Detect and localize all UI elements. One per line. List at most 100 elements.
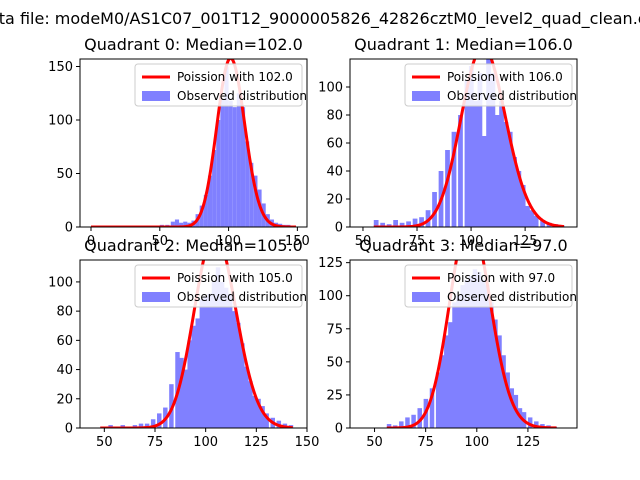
histogram-bar <box>486 59 491 227</box>
histogram-bar <box>501 355 506 428</box>
histogram-bar <box>232 311 237 428</box>
histogram-bar <box>445 150 450 227</box>
legend-hist-swatch <box>142 292 170 302</box>
legend-label-observed: Observed distribution <box>447 89 577 103</box>
histogram-bar <box>452 302 457 428</box>
histogram-bar <box>464 80 470 227</box>
histogram-bar <box>236 322 241 428</box>
histogram-bar <box>540 220 546 227</box>
y-tick-label: 100 <box>48 275 73 290</box>
histogram-bar <box>150 419 156 428</box>
histogram-bar <box>451 131 457 227</box>
histogram-bar <box>253 175 258 227</box>
histogram-bar <box>419 217 424 227</box>
x-tick-label: 100 <box>459 234 484 249</box>
x-tick-label: 75 <box>409 234 426 249</box>
legend: Poission with 97.0 Observed distribution <box>404 264 577 308</box>
histogram-bar <box>203 194 208 227</box>
histogram-bar <box>207 293 213 428</box>
histogram-bar <box>249 162 254 227</box>
histogram-bar <box>411 414 416 428</box>
histogram-bar <box>207 175 213 227</box>
histogram-bar <box>232 107 237 227</box>
histogram-bar <box>179 222 184 227</box>
histogram-bar <box>529 210 535 227</box>
histogram-bar <box>490 73 496 227</box>
y-tick-label: 125 <box>318 256 343 271</box>
y-tick-label: 60 <box>56 334 73 349</box>
histogram-bar <box>458 115 463 227</box>
histogram-bar <box>219 281 225 428</box>
legend-label-poisson: Poission with 102.0 <box>177 70 293 84</box>
histogram-bar <box>252 395 257 428</box>
histogram-bar <box>245 141 250 227</box>
histogram-bar <box>464 279 470 428</box>
histogram-bar <box>468 66 474 227</box>
y-tick-label: 25 <box>326 388 343 403</box>
y-tick-label: 100 <box>318 81 343 96</box>
y-tick-label: 50 <box>326 355 343 370</box>
histogram-bar <box>399 222 405 227</box>
y-tick-label: 100 <box>48 113 73 128</box>
y-tick-label: 50 <box>56 167 73 182</box>
histogram-bar <box>512 157 517 227</box>
histogram-bar <box>220 98 225 227</box>
histogram-bar <box>533 215 539 227</box>
histogram-bar <box>215 267 221 428</box>
axes-frame <box>349 259 578 429</box>
legend-label-observed: Observed distribution <box>177 89 307 103</box>
legend-label-observed: Observed distribution <box>177 290 307 304</box>
axes-frame <box>79 259 308 429</box>
poisson-curve <box>386 260 558 428</box>
x-tick-label: 0 <box>87 234 95 249</box>
legend-hist-swatch <box>412 292 440 302</box>
x-tick-label: 50 <box>96 435 113 450</box>
histogram-bar <box>236 93 241 227</box>
x-tick-label: 150 <box>295 435 320 450</box>
y-tick-label: 100 <box>318 289 343 304</box>
legend-label-poisson: Poission with 106.0 <box>447 70 563 84</box>
y-tick-label: 80 <box>326 109 343 124</box>
histogram-bar <box>406 221 411 227</box>
y-tick-label: 75 <box>326 322 343 337</box>
y-tick-label: 0 <box>335 221 343 236</box>
histogram-bar <box>212 149 217 227</box>
histogram-bar <box>170 221 175 227</box>
histogram-bar <box>227 293 233 428</box>
histogram-bar <box>199 299 205 428</box>
legend: Poission with 105.0 Observed distribution <box>134 264 307 308</box>
histogram-bar <box>472 269 478 428</box>
y-tick-label: 0 <box>335 422 343 437</box>
histogram-bar <box>505 372 510 428</box>
y-tick-label: 60 <box>326 137 343 152</box>
histogram-bar <box>228 100 233 227</box>
plot-area <box>386 260 558 428</box>
histogram-bar <box>144 423 150 428</box>
x-tick-label: 125 <box>513 234 538 249</box>
quadrant-1-chart: 50 75 100 125 0 20 40 60 80 100 Quadrant 1: Median… <box>318 35 578 249</box>
panel-title: Quadrant 1: Median=106.0 <box>354 35 573 54</box>
histogram-bar <box>494 115 500 227</box>
x-tick-label: 50 <box>366 435 383 450</box>
histogram-bar <box>240 343 245 428</box>
histogram-bar <box>244 366 249 428</box>
histogram-bar <box>393 220 398 227</box>
histogram-bar <box>525 206 530 227</box>
histogram-bar <box>507 131 513 227</box>
histogram-bar <box>216 119 221 227</box>
histogram-bar <box>211 281 217 428</box>
panel-title: Quadrant 2: Median=105.0 <box>84 236 303 255</box>
x-tick-label: 50 <box>152 234 169 249</box>
histogram-bar <box>534 421 539 428</box>
x-tick-label: 100 <box>216 234 241 249</box>
y-tick-label: 150 <box>48 60 73 75</box>
histogram-bar <box>477 73 483 227</box>
x-tick-label: 125 <box>244 435 269 450</box>
x-tick-label: 100 <box>464 435 489 450</box>
histogram-bar <box>183 221 188 227</box>
histogram-bar <box>435 372 441 428</box>
histogram-bar <box>412 218 418 227</box>
plot-area <box>99 260 294 428</box>
